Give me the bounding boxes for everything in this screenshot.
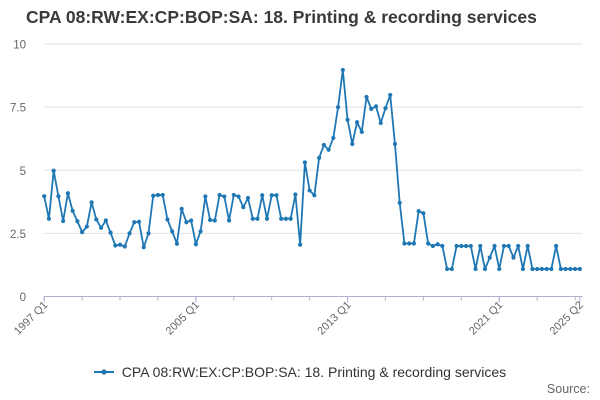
svg-text:2021 Q1: 2021 Q1 — [467, 299, 505, 337]
svg-text:2005 Q1: 2005 Q1 — [164, 299, 202, 337]
svg-text:2025 Q2: 2025 Q2 — [548, 299, 586, 337]
svg-text:2013 Q1: 2013 Q1 — [315, 299, 353, 337]
svg-text:5: 5 — [20, 166, 26, 178]
svg-text:0: 0 — [20, 292, 26, 304]
svg-text:2.5: 2.5 — [10, 229, 26, 241]
svg-text:10: 10 — [13, 40, 26, 52]
svg-text:7.5: 7.5 — [10, 103, 26, 115]
svg-text:1997 Q1: 1997 Q1 — [12, 299, 50, 337]
